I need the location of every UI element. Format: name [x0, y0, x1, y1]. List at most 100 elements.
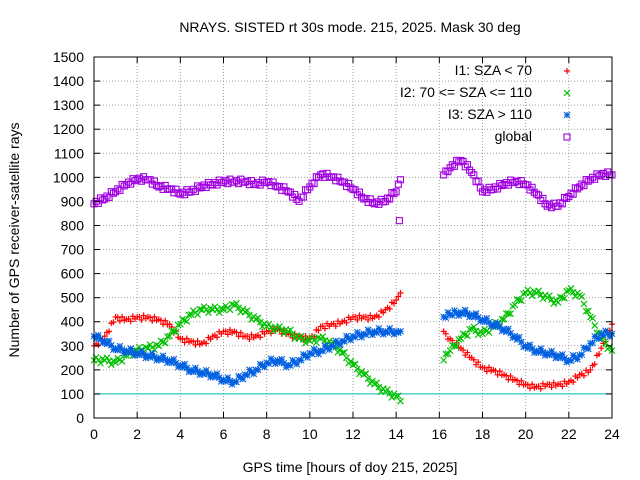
data-point — [582, 344, 590, 352]
x-tick-label: 0 — [90, 426, 98, 442]
x-tick-label: 16 — [432, 426, 448, 442]
data-point — [222, 378, 230, 385]
data-point — [226, 377, 234, 385]
legend-label: I2: 70 <= SZA <= 110 — [400, 84, 532, 100]
data-point — [470, 171, 478, 179]
data-point — [269, 327, 277, 335]
data-point — [355, 188, 364, 196]
data-point — [302, 339, 309, 347]
data-point — [365, 316, 372, 323]
data-point — [183, 317, 191, 325]
data-point — [159, 338, 167, 346]
data-point — [110, 319, 117, 326]
data-point — [466, 325, 473, 333]
data-point — [375, 324, 383, 332]
data-point — [485, 329, 493, 336]
legend-label: global — [495, 128, 532, 144]
data-point — [280, 359, 288, 367]
data-point — [393, 297, 400, 304]
y-tick-label: 1100 — [54, 145, 84, 161]
data-point — [289, 330, 296, 338]
data-point — [479, 330, 486, 338]
data-point — [541, 200, 549, 208]
data-point — [148, 350, 156, 357]
data-point — [172, 328, 180, 336]
x-tick-label: 20 — [518, 426, 534, 442]
data-point — [107, 361, 115, 369]
data-point — [204, 309, 212, 317]
y-tick-label: 1500 — [53, 49, 84, 65]
data-point — [308, 179, 316, 187]
data-point — [299, 193, 307, 201]
data-point — [358, 333, 366, 341]
data-point — [235, 304, 243, 312]
data-point — [390, 190, 398, 198]
data-point — [492, 323, 499, 330]
data-point — [245, 311, 253, 319]
data-point — [347, 357, 355, 365]
y-tick-label: 200 — [61, 362, 85, 378]
data-point — [243, 371, 251, 379]
data-point — [604, 330, 612, 338]
data-point — [265, 360, 273, 368]
data-point — [463, 332, 471, 340]
data-point — [561, 294, 568, 302]
data-point — [168, 185, 176, 193]
data-point — [297, 356, 305, 364]
data-point — [442, 314, 450, 322]
data-point — [386, 324, 394, 332]
y-tick-label: 1200 — [53, 121, 84, 137]
data-point — [103, 340, 111, 348]
data-point — [286, 188, 294, 196]
data-point — [243, 307, 251, 314]
data-point — [203, 340, 210, 347]
legend-marker — [563, 111, 571, 119]
data-point — [153, 181, 161, 190]
data-point — [589, 339, 596, 347]
data-point — [520, 343, 527, 351]
data-point — [444, 350, 452, 358]
data-point — [183, 335, 190, 342]
data-point — [202, 366, 210, 374]
data-point — [546, 351, 553, 359]
data-point — [151, 313, 158, 320]
data-point — [163, 333, 171, 341]
data-point — [578, 293, 586, 301]
data-point — [254, 314, 262, 322]
data-point — [388, 189, 396, 197]
legend-marker — [563, 133, 571, 141]
data-point — [319, 347, 327, 355]
data-point — [224, 374, 232, 381]
data-point — [263, 359, 271, 367]
x-tick-label: 14 — [388, 426, 404, 442]
data-point — [146, 354, 154, 361]
data-point — [539, 194, 547, 202]
data-point — [205, 370, 212, 378]
data-point — [390, 330, 398, 338]
data-point — [599, 331, 607, 339]
data-point — [276, 323, 284, 330]
data-point — [116, 342, 124, 350]
data-point — [194, 367, 201, 375]
y-tick-label: 1300 — [53, 97, 84, 113]
data-point — [563, 287, 571, 295]
data-point — [515, 296, 523, 304]
data-point — [310, 180, 318, 188]
data-point — [529, 381, 536, 388]
data-point — [354, 316, 361, 323]
data-point — [465, 166, 474, 174]
data-point — [558, 294, 566, 302]
data-point — [106, 328, 113, 335]
data-point — [252, 181, 260, 189]
data-point — [570, 379, 577, 386]
data-point — [392, 188, 400, 196]
data-point — [395, 217, 403, 225]
data-point — [261, 363, 268, 371]
data-point — [220, 306, 227, 314]
data-point — [504, 310, 512, 317]
data-point — [224, 331, 231, 338]
data-point — [304, 354, 312, 361]
data-point — [500, 181, 508, 189]
data-point — [485, 364, 492, 371]
